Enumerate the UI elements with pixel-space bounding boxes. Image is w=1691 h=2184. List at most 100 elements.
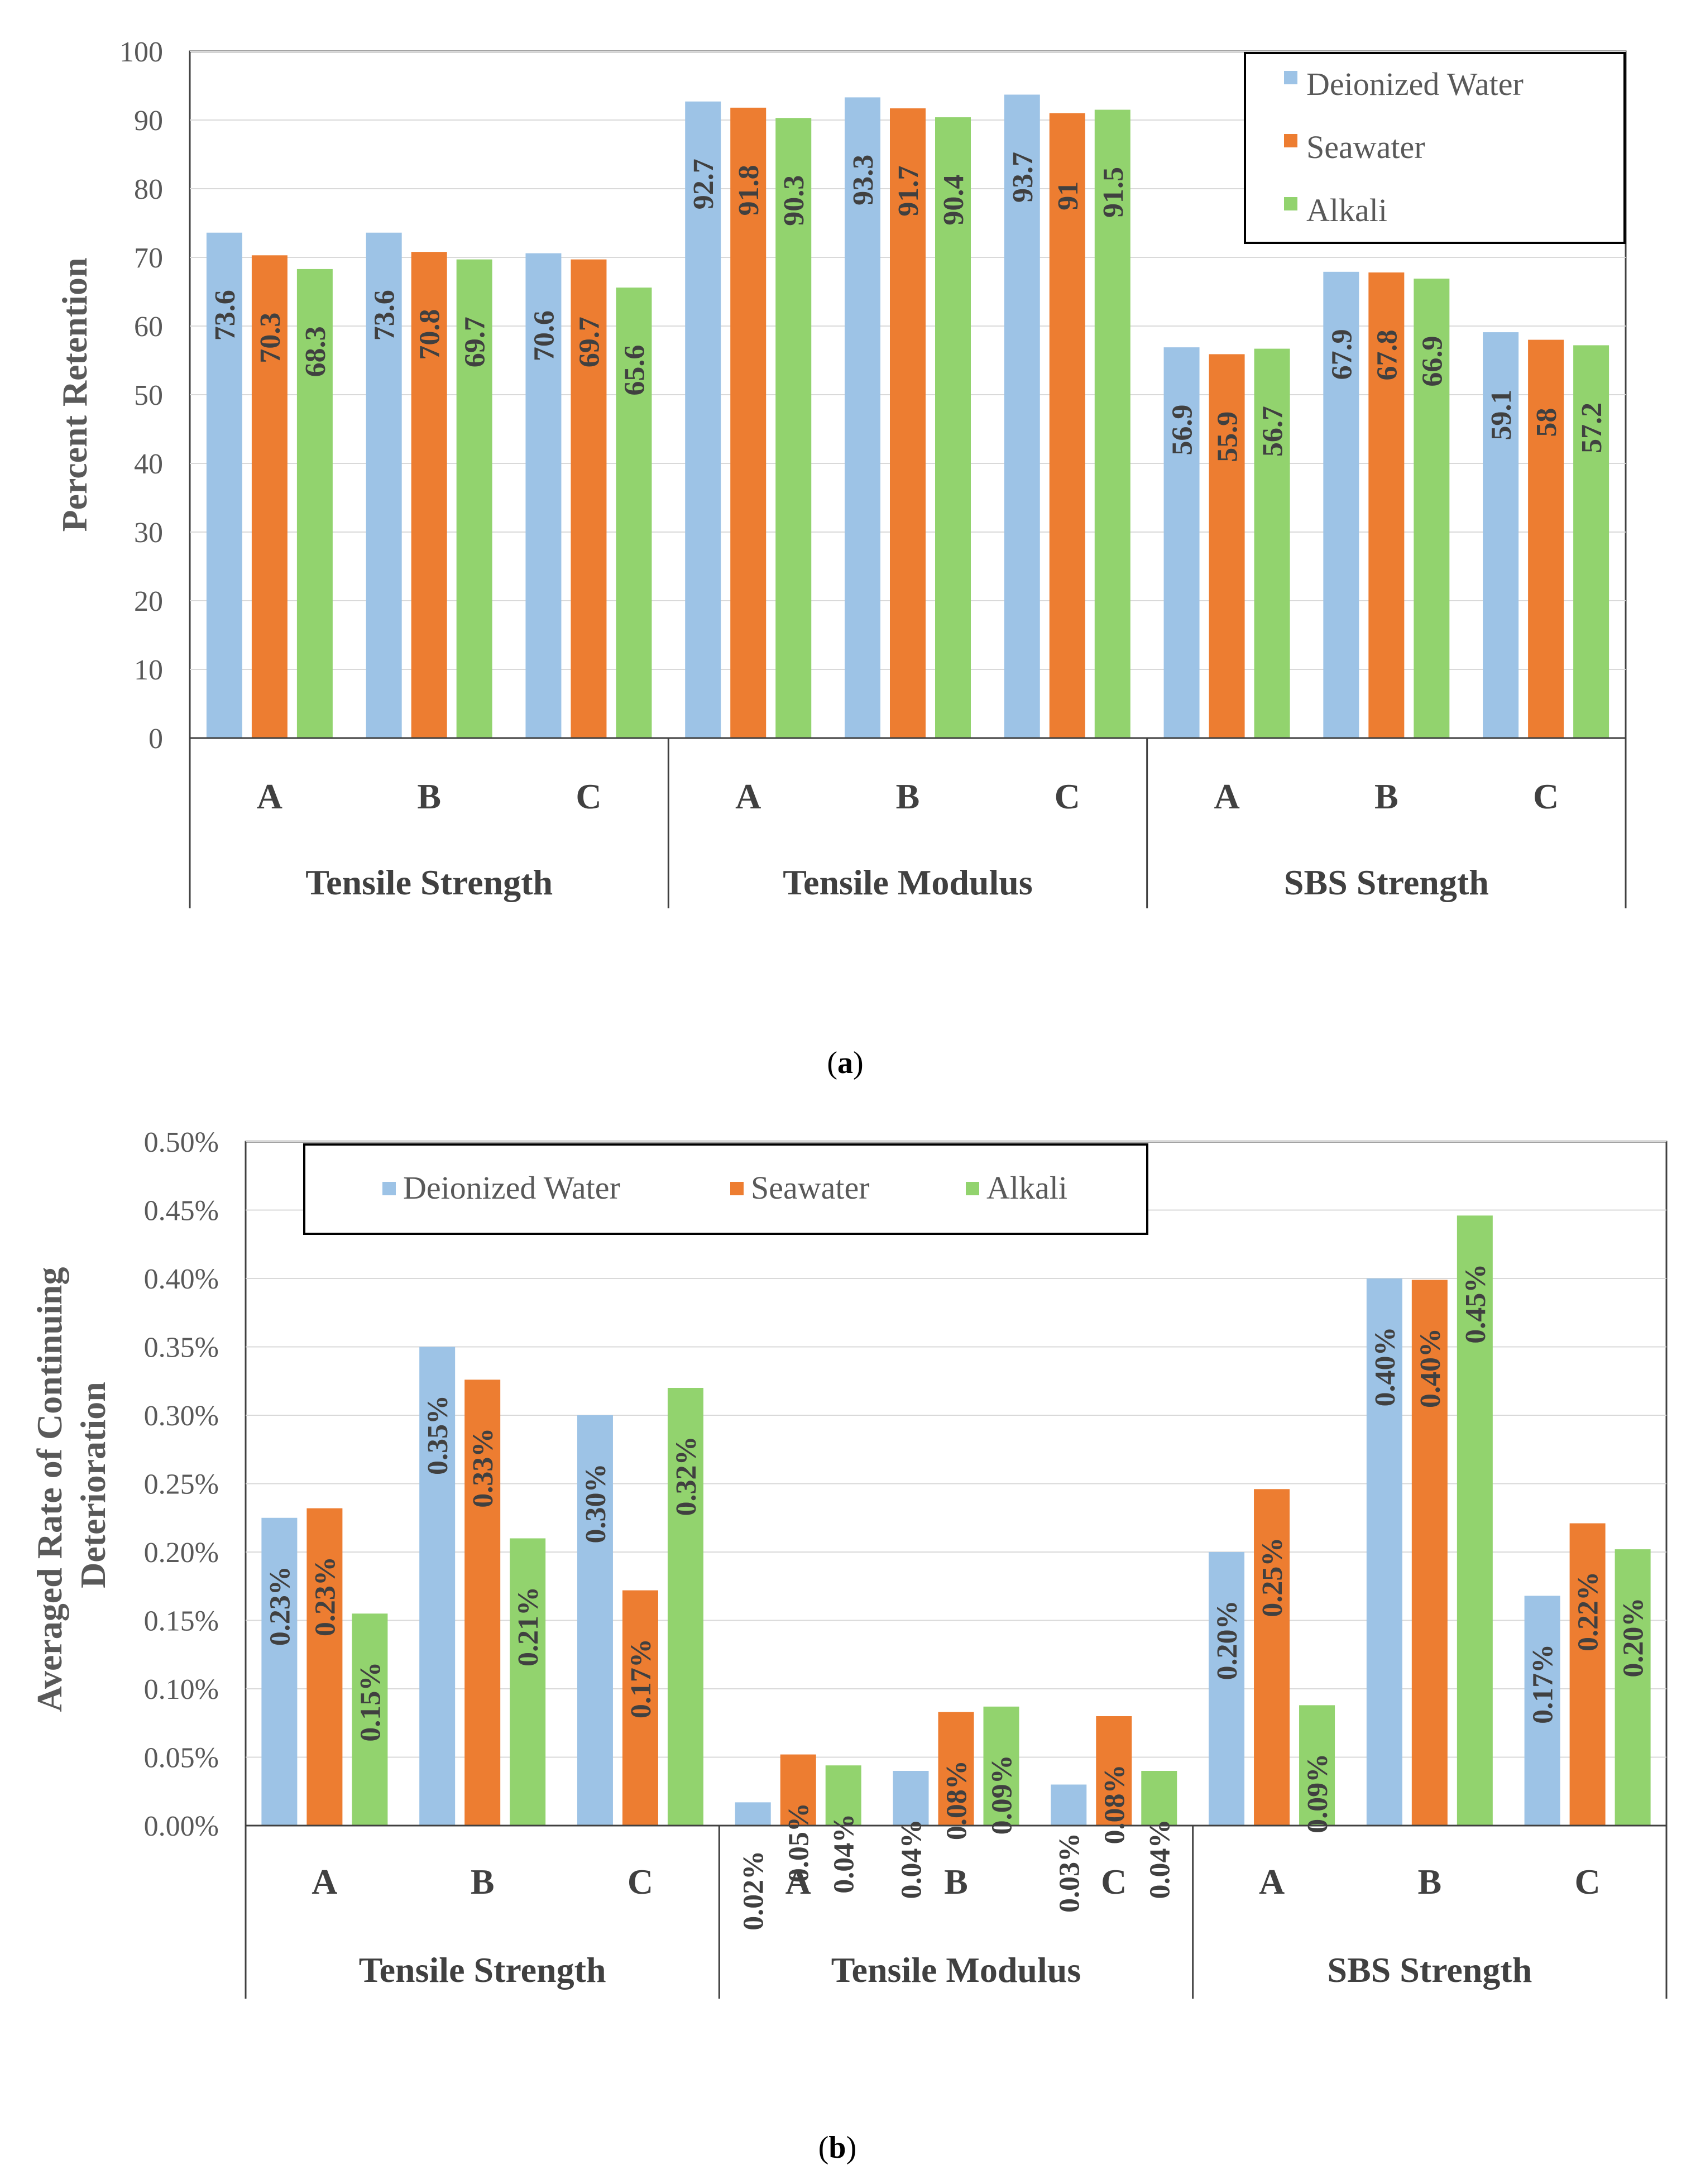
data-label: 67.9	[1326, 329, 1358, 380]
data-label: 0.33%	[467, 1428, 499, 1508]
panel-b-legend: Deionized Water Seawater Alkali	[303, 1143, 1148, 1235]
bar-alkali-sbs-strength-a	[1254, 348, 1290, 738]
bar-seawater-sbs-strength-b	[1411, 1280, 1448, 1826]
group-label-sbs-strength: SBS Strength	[1327, 1950, 1532, 1990]
bar-deionized-water-sbs-strength-a	[1163, 347, 1200, 738]
data-label: 58	[1531, 408, 1563, 437]
data-label: 68.3	[300, 326, 332, 377]
data-label: 0.09%	[1302, 1754, 1334, 1833]
bar-seawater-tensile-modulus-c	[1096, 1716, 1132, 1826]
legend-label-deionized-water: Deionized Water	[403, 1170, 620, 1206]
bar-seawater-sbs-strength-c	[1528, 339, 1564, 738]
legend-swatch-deionized-water	[382, 1182, 396, 1195]
bar-alkali-tensile-modulus-c	[1094, 109, 1130, 738]
y-tick-label: 0.10%	[144, 1674, 219, 1706]
data-label: 65.6	[619, 345, 650, 396]
data-label: 0.03%	[1053, 1833, 1085, 1913]
bar-seawater-tensile-modulus-c	[1049, 113, 1085, 739]
x-tick-label: C	[576, 777, 601, 816]
data-label: 0.25%	[1257, 1538, 1288, 1617]
y-tick-label: 10	[134, 654, 163, 686]
y-tick-label: 0.35%	[144, 1332, 219, 1364]
data-label: 0.23%	[264, 1566, 296, 1646]
bar-seawater-tensile-modulus-a	[730, 107, 767, 739]
y-tick-label: 0.05%	[144, 1742, 219, 1774]
legend-swatch-alkali	[966, 1182, 979, 1195]
data-label: 69.7	[573, 317, 605, 367]
data-label: 92.7	[688, 159, 720, 209]
data-label: 69.7	[459, 317, 491, 367]
bar-deionized-water-tensile-strength-c	[525, 253, 562, 738]
data-label: 0.17%	[1527, 1644, 1559, 1724]
panel-a-chart: 73.6 73.6 70.6 92.7 93.3 93.7 56.9 67.9 59.1 70.3…	[55, 36, 1627, 1080]
bar-seawater-sbs-strength-a	[1209, 354, 1245, 738]
y-tick-label: 30	[134, 517, 163, 549]
y-tick-label: 0.30%	[144, 1400, 219, 1432]
bar-deionized-water-tensile-strength-b	[366, 232, 402, 739]
panel-b-chart: 0.23% 0.35% 0.30% 0.02% 0.04% 0.03% 0.20% 0.40%…	[30, 1127, 1668, 2165]
data-label: 0.04%	[828, 1814, 860, 1894]
data-label: 0.30%	[580, 1464, 612, 1544]
bar-seawater-sbs-strength-a	[1254, 1489, 1290, 1826]
data-label: 93.3	[847, 155, 879, 205]
data-label: 73.6	[209, 290, 241, 341]
bar-alkali-tensile-strength-b	[510, 1538, 546, 1826]
legend-label-alkali: Alkali	[986, 1170, 1067, 1206]
bar-alkali-tensile-strength-b	[456, 259, 492, 738]
x-tick-label: C	[1101, 1862, 1127, 1902]
panel-b-y-axis-label: Averaged Rate of Continuing Deterioratio…	[30, 1258, 113, 1712]
data-label: 0.08%	[1099, 1765, 1130, 1845]
legend-swatch-seawater	[730, 1182, 744, 1195]
bar-deionized-water-tensile-strength-a	[261, 1517, 298, 1826]
y-tick-label: 40	[134, 448, 163, 480]
data-label: 70.3	[255, 313, 286, 363]
bar-alkali-tensile-modulus-a	[825, 1765, 861, 1826]
x-tick-label: B	[944, 1862, 968, 1902]
data-label: 0.20%	[1618, 1598, 1650, 1678]
bar-alkali-tensile-strength-a	[352, 1613, 388, 1826]
data-label: 0.45%	[1460, 1264, 1492, 1344]
x-tick-label: B	[1417, 1862, 1441, 1902]
data-label: 91.7	[893, 166, 924, 217]
panel-b-caption: (b)	[818, 2130, 856, 2165]
bar-seawater-tensile-strength-b	[411, 252, 447, 738]
bar-deionized-water-sbs-strength-a	[1209, 1552, 1245, 1826]
x-tick-label: A	[312, 1862, 337, 1902]
data-label: 70.8	[414, 309, 446, 360]
data-label: 70.6	[528, 310, 560, 361]
data-label: 91	[1052, 181, 1084, 210]
y-tick-label: 70	[134, 242, 163, 274]
data-label: 0.02%	[738, 1851, 770, 1931]
data-label: 59.1	[1486, 390, 1517, 440]
x-tick-label: C	[1055, 777, 1080, 816]
bar-seawater-tensile-modulus-b	[938, 1712, 974, 1826]
bar-seawater-tensile-strength-a	[306, 1508, 343, 1826]
bar-deionized-water-tensile-strength-c	[577, 1415, 613, 1826]
data-label: 67.8	[1371, 330, 1403, 381]
x-tick-label: A	[785, 1862, 811, 1902]
group-label-tensile-modulus: Tensile Modulus	[831, 1950, 1081, 1990]
bar-alkali-tensile-modulus-b	[983, 1706, 1019, 1826]
bar-alkali-tensile-strength-a	[296, 269, 333, 738]
bar-seawater-sbs-strength-b	[1368, 272, 1405, 738]
panel-a-y-axis-label: Percent Retention	[55, 257, 94, 531]
data-label: 0.21%	[512, 1587, 544, 1666]
y-tick-label: 20	[134, 586, 163, 617]
data-label: 0.05%	[783, 1803, 815, 1883]
legend-label-seawater: Seawater	[1306, 129, 1425, 165]
x-tick-label: B	[1374, 777, 1398, 816]
legend-label-deionized-water: Deionized Water	[1306, 66, 1524, 102]
bar-alkali-tensile-modulus-b	[935, 117, 971, 739]
x-tick-label: A	[735, 777, 761, 816]
bar-alkali-sbs-strength-b	[1414, 279, 1450, 738]
data-label: 73.6	[369, 290, 401, 341]
bar-deionized-water-sbs-strength-c	[1524, 1596, 1560, 1826]
bar-seawater-tensile-strength-c	[622, 1590, 658, 1826]
y-tick-label: 100	[119, 36, 163, 68]
legend-label-seawater: Seawater	[751, 1170, 870, 1206]
bar-alkali-sbs-strength-b	[1457, 1215, 1493, 1826]
legend-label-alkali: Alkali	[1306, 192, 1387, 228]
bar-deionized-water-sbs-strength-b	[1323, 271, 1359, 739]
bar-seawater-tensile-modulus-a	[780, 1754, 816, 1826]
y-tick-label: 80	[134, 174, 163, 205]
